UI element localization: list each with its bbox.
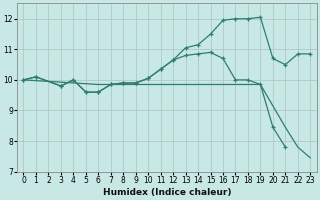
X-axis label: Humidex (Indice chaleur): Humidex (Indice chaleur) [103,188,231,197]
